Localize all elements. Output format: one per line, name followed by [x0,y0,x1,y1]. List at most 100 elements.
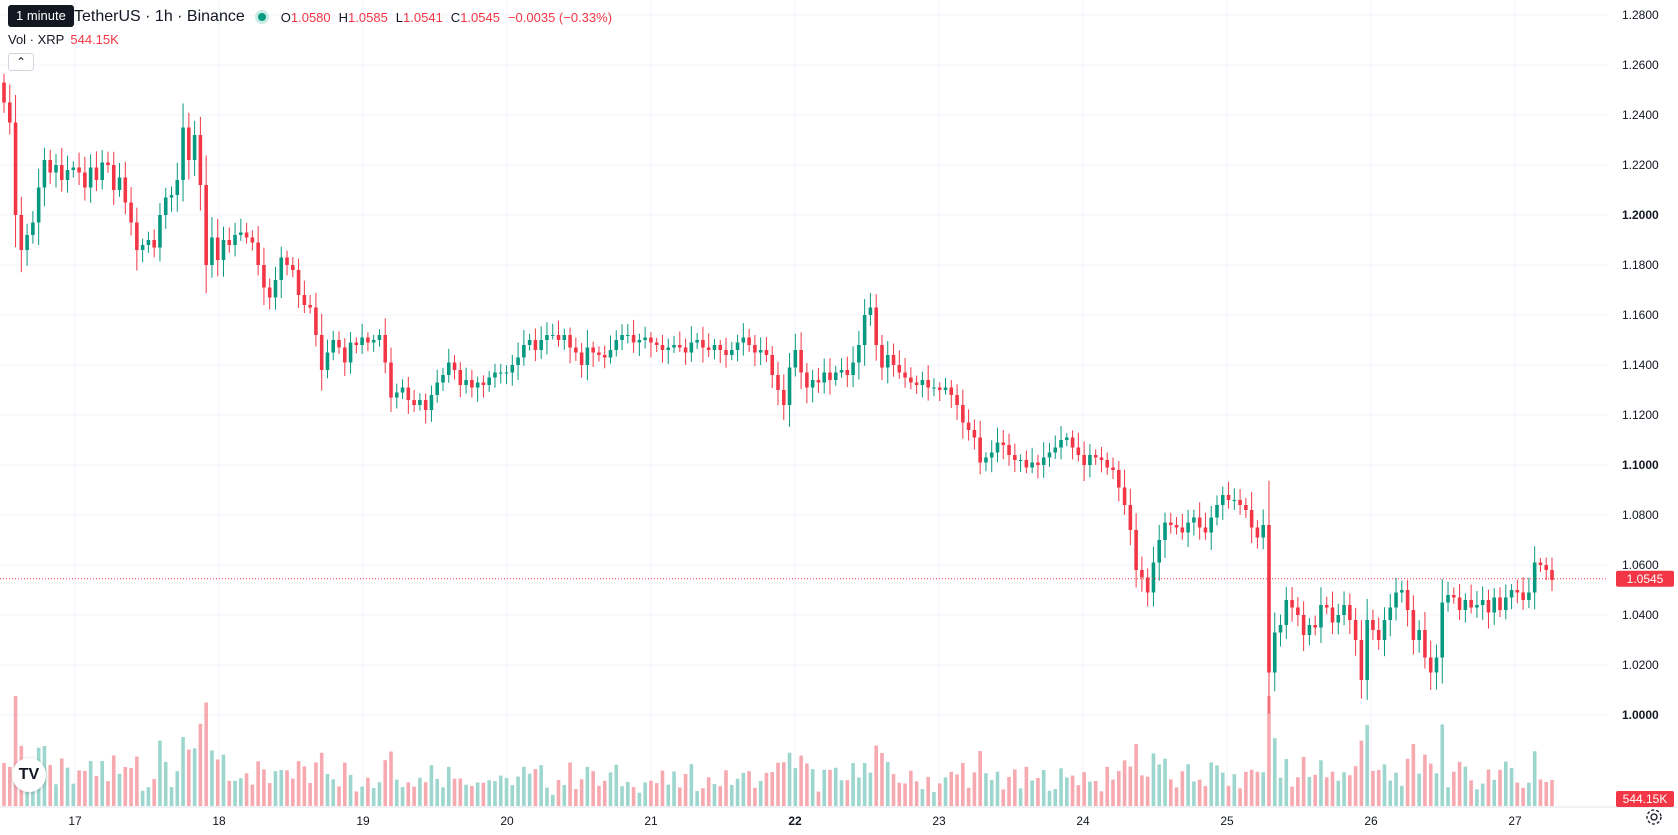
volume-bar [458,778,463,806]
candle-body [1411,610,1416,640]
volume-bar [793,768,798,806]
candle-body [181,127,185,180]
candle-body [1140,570,1144,578]
volume-bar [1082,772,1086,806]
candle-body [406,387,411,400]
candle-body [100,162,104,180]
volume-bar [660,770,665,806]
volume-bar [1226,785,1231,806]
tradingview-logo[interactable]: TV [12,758,46,792]
candle-body [279,257,284,280]
volume-bar [533,769,538,806]
candle-body [481,382,486,385]
candle-body [1261,525,1265,538]
volume-bar [1301,756,1306,806]
time-tick-label: 21 [644,814,658,828]
volume-bar [111,755,116,806]
candle-body [1013,455,1017,460]
candle-body [1365,620,1369,680]
candle-body [343,347,347,363]
volume-bar [1088,781,1092,806]
candle-body [932,387,936,389]
candle-body [1394,592,1398,608]
volume-bar [579,779,584,806]
volume-bar [741,772,746,806]
volume-bar [574,789,578,806]
volume-bar [371,788,376,806]
volume-bar [568,762,572,806]
volume-bar [291,778,295,806]
volume-bar [972,772,977,806]
volume-bar [874,745,878,806]
volume-bar [331,779,336,806]
candle-body [527,340,532,345]
candle-body [845,370,850,375]
candle-body [1278,625,1283,633]
candle-body [464,380,468,385]
volume-bar [83,770,87,806]
candle-body [568,335,572,348]
volume-bar [1111,779,1115,806]
price-tick-label: 1.1800 [1622,258,1659,272]
candle-body [210,237,214,265]
volume-bar [1440,724,1445,806]
volume-bar [1192,781,1196,806]
candle-body [1492,597,1497,613]
collapse-legend-button[interactable]: ⌃ [8,53,34,71]
time-axis[interactable]: 17 18 19 20 21 22 23 24 25 26 27 [0,806,1678,828]
volume-bar [175,771,180,806]
time-tick-label: 18 [212,814,226,828]
candle-body [1382,620,1387,640]
volume-bar [423,782,428,806]
volume-bar [602,780,607,806]
volume-bar [1215,765,1219,806]
candle-body [1475,605,1479,608]
volume-bar [54,784,58,806]
volume-bar [637,792,642,806]
volume-bar [995,771,1000,806]
volume-bar [94,775,99,806]
candle-body [747,337,751,345]
candle-body [1324,605,1329,608]
volume-bar [1007,777,1011,806]
volume-bar [516,776,520,806]
candle-body [943,387,948,390]
candle-body [1134,530,1138,570]
price-tag: 1.0545 [1616,570,1674,587]
candle-body [83,172,87,188]
volume-bar [152,778,156,806]
volume-bar [210,750,214,806]
volume-bar [1168,779,1173,806]
candle-body [354,342,359,345]
volume-bar [135,756,139,806]
volume-bar [389,751,393,806]
candle-body [435,382,439,395]
time-tick-label: 26 [1364,814,1378,828]
price-axis[interactable]: 1.2800 1.2600 1.2400 1.2200 1.2000 1.1800 1.16… [1622,8,1659,722]
candle-body [418,400,422,405]
candle-body [770,355,775,375]
volume-label: Vol · XRP [8,32,65,47]
candle-body [54,165,58,173]
time-tick-label: 19 [356,814,370,828]
volume-bar [961,762,965,806]
volume-bar [181,736,185,806]
volume-bar [885,762,890,806]
volume-bar [1278,777,1283,806]
candle-body [319,335,324,370]
volume-bar [267,783,272,806]
candle-body [1267,525,1271,673]
volume-bar [1261,772,1265,806]
gear-icon[interactable] [1644,807,1664,827]
volume-bar [233,780,237,806]
candle-body [77,167,81,173]
candle-body [822,372,826,383]
symbol-title[interactable]: TetherUS · 1h · Binance [74,8,245,25]
candle-body [695,340,699,343]
candle-body [672,345,676,348]
candle-body [1059,440,1063,448]
candle-body [1400,590,1404,593]
candle-body [158,215,162,248]
volume-bar [273,771,278,806]
